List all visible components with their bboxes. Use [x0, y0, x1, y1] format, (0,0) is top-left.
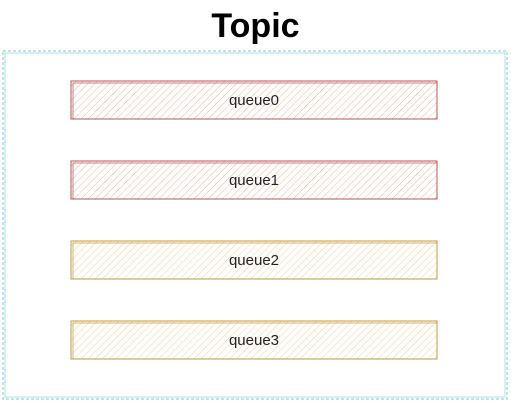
topic-title: Topic — [211, 7, 300, 45]
queue-box-1: queue1 — [70, 160, 438, 200]
queue-hatch-2 — [70, 240, 438, 280]
queue-hatch-3 — [70, 320, 438, 360]
queue-box-2: queue2 — [70, 240, 438, 280]
queue-label-1: queue1 — [228, 171, 280, 189]
queue-label-2: queue2 — [228, 251, 280, 269]
queue-label-0: queue0 — [228, 91, 280, 109]
queue-hatch-1 — [70, 160, 438, 200]
queue-box-3: queue3 — [70, 320, 438, 360]
queue-box-0: queue0 — [70, 80, 438, 120]
topic-container — [2, 50, 508, 400]
queue-label-3: queue3 — [228, 331, 280, 349]
queue-hatch-0 — [70, 80, 438, 120]
topic-container-border — [2, 50, 508, 400]
